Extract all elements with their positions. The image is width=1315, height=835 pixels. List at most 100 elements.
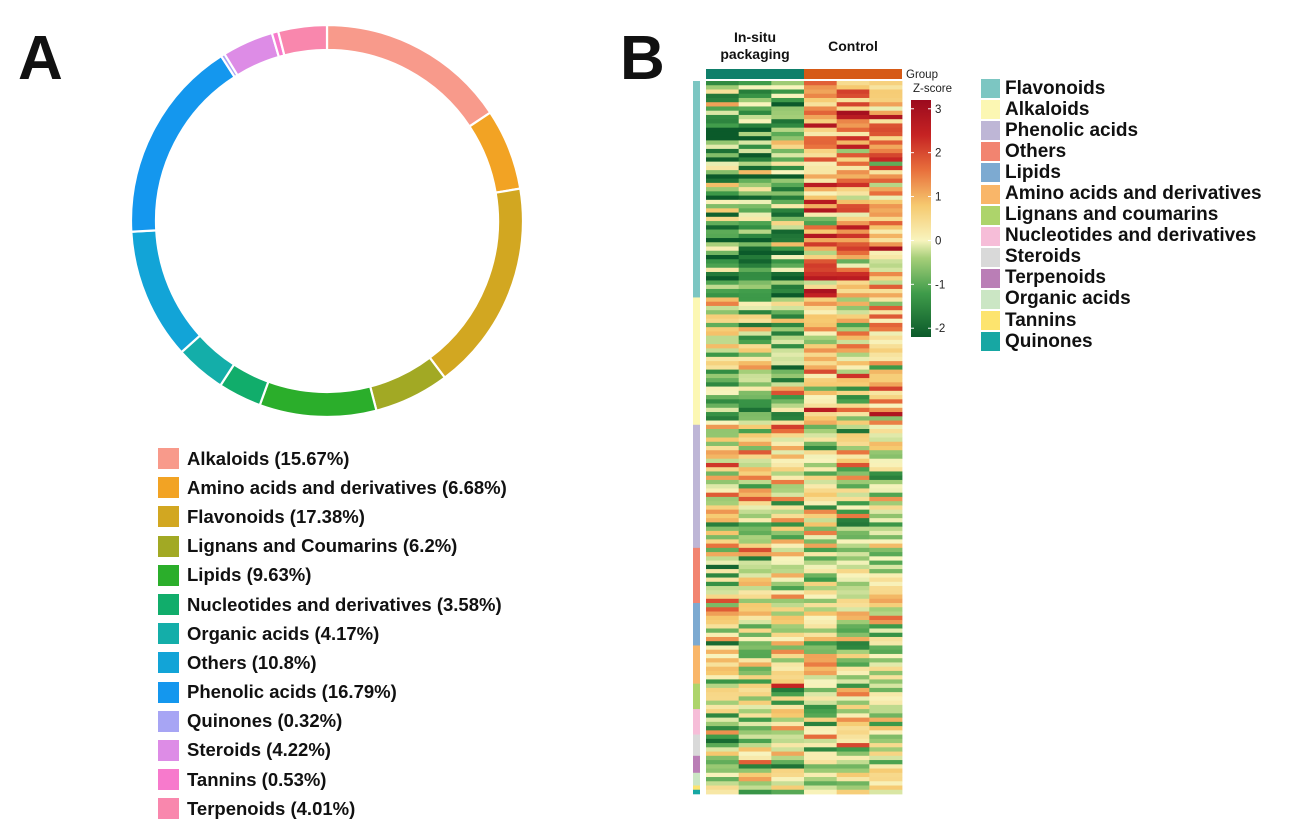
heatmap-cell	[836, 170, 870, 175]
heatmap-cell	[738, 242, 772, 247]
heatmap-cell	[869, 407, 903, 413]
heatmap-cell	[804, 624, 838, 629]
heatmap-cell	[738, 496, 772, 502]
heatmap-cell	[869, 445, 903, 451]
heatmap-cell	[706, 488, 740, 494]
heatmap-cell	[738, 603, 772, 608]
heatmap-cell	[771, 569, 805, 574]
heatmap-cell	[869, 369, 903, 375]
heatmap-cell	[706, 755, 740, 761]
heatmap-cell	[738, 785, 772, 791]
heatmap-cell	[836, 437, 870, 443]
row-class-flavonoids	[693, 81, 700, 298]
heatmap-cell	[869, 89, 903, 95]
colorbar-tick-label: 1	[935, 192, 941, 204]
heatmap-cell	[706, 174, 740, 180]
heatmap-cell	[869, 238, 903, 243]
heatmap-cell	[738, 479, 772, 485]
heatmap-cell	[804, 284, 838, 290]
heatmap-cell	[738, 700, 772, 706]
heatmap-cell	[738, 85, 772, 90]
heatmap-cell	[804, 777, 838, 782]
heatmap-cell	[869, 191, 903, 196]
heatmap-cell	[738, 492, 772, 498]
heatmap-cell	[869, 229, 903, 235]
heatmap-cell	[706, 81, 740, 86]
heatmap-cell	[869, 140, 903, 146]
heatmap-cell	[836, 276, 870, 281]
heatmap-cell	[869, 552, 903, 557]
heatmap-cell	[738, 777, 772, 782]
heatmap-cell	[804, 297, 838, 303]
heatmap-cell	[836, 611, 870, 617]
heatmap-cell	[771, 619, 805, 625]
heatmap-cell	[706, 89, 740, 95]
heatmap-cell	[738, 522, 772, 528]
heatmap-cell	[771, 445, 805, 451]
heatmap-cell	[869, 772, 903, 778]
heatmap-cell	[706, 344, 740, 349]
heatmap-cell	[771, 747, 805, 752]
heatmap-cell	[706, 157, 740, 163]
heatmap-cell	[804, 356, 838, 362]
heatmap-cell	[869, 114, 903, 120]
heatmap-cell	[804, 395, 838, 400]
heatmap-cell	[869, 386, 903, 392]
heatmap-cell	[836, 789, 870, 795]
heatmap-cell	[771, 777, 805, 782]
heatmap-cell	[738, 208, 772, 213]
heatmap-cell	[869, 721, 903, 727]
heatmap-cell	[836, 628, 870, 634]
heatmap-cell	[738, 768, 772, 774]
heatmap-cell	[738, 471, 772, 477]
heatmap-cell	[738, 628, 772, 634]
heatmap-cell	[836, 573, 870, 578]
heatmap-cell	[706, 535, 740, 540]
heatmap-cell	[706, 564, 740, 570]
heatmap-cell	[771, 407, 805, 413]
heatmap-cell	[869, 178, 903, 184]
heatmap-cell	[836, 102, 870, 107]
row-class-organic-acids	[693, 772, 700, 786]
heatmap-cell	[836, 191, 870, 196]
heatmap-cell	[804, 454, 838, 460]
heatmap-cell	[836, 301, 870, 307]
heatmap-cell	[869, 267, 903, 273]
heatmap-cell	[771, 518, 805, 523]
heatmap-cell	[804, 399, 838, 404]
heatmap-cell	[869, 675, 903, 680]
heatmap-cell	[804, 378, 838, 383]
heatmap-cell	[804, 191, 838, 196]
heatmap-cell	[804, 556, 838, 561]
heatmap-cell	[804, 679, 838, 685]
heatmap-cell	[836, 747, 870, 752]
heatmap-cell	[706, 475, 740, 481]
heatmap-cell	[804, 658, 838, 663]
heatmap-cell	[869, 603, 903, 608]
heatmap-cell	[804, 131, 838, 137]
heatmap-cell	[771, 81, 805, 86]
heatmap-cell	[706, 441, 740, 447]
heatmap-cell	[869, 352, 903, 358]
heatmap-cell	[771, 738, 805, 744]
heatmap-cell	[771, 751, 805, 757]
heatmap-cell	[706, 598, 740, 604]
heatmap-cell	[706, 208, 740, 213]
heatmap-cell	[706, 738, 740, 744]
heatmap-cell	[804, 535, 838, 540]
heatmap-cell	[836, 760, 870, 765]
heatmap-cell	[738, 280, 772, 286]
heatmap-cell	[869, 560, 903, 566]
heatmap-cell	[836, 365, 870, 370]
heatmap-cell	[836, 777, 870, 782]
heatmap-cell	[836, 416, 870, 421]
class-legend-label: Lignans and coumarins	[1005, 204, 1219, 226]
heatmap-cell	[771, 484, 805, 489]
heatmap-cell	[869, 212, 903, 218]
heatmap-cell	[804, 246, 838, 252]
heatmap-cell	[804, 348, 838, 354]
heatmap-cell	[869, 479, 903, 485]
heatmap-cell	[804, 390, 838, 396]
heatmap-cell	[836, 386, 870, 392]
heatmap-cell	[706, 165, 740, 171]
